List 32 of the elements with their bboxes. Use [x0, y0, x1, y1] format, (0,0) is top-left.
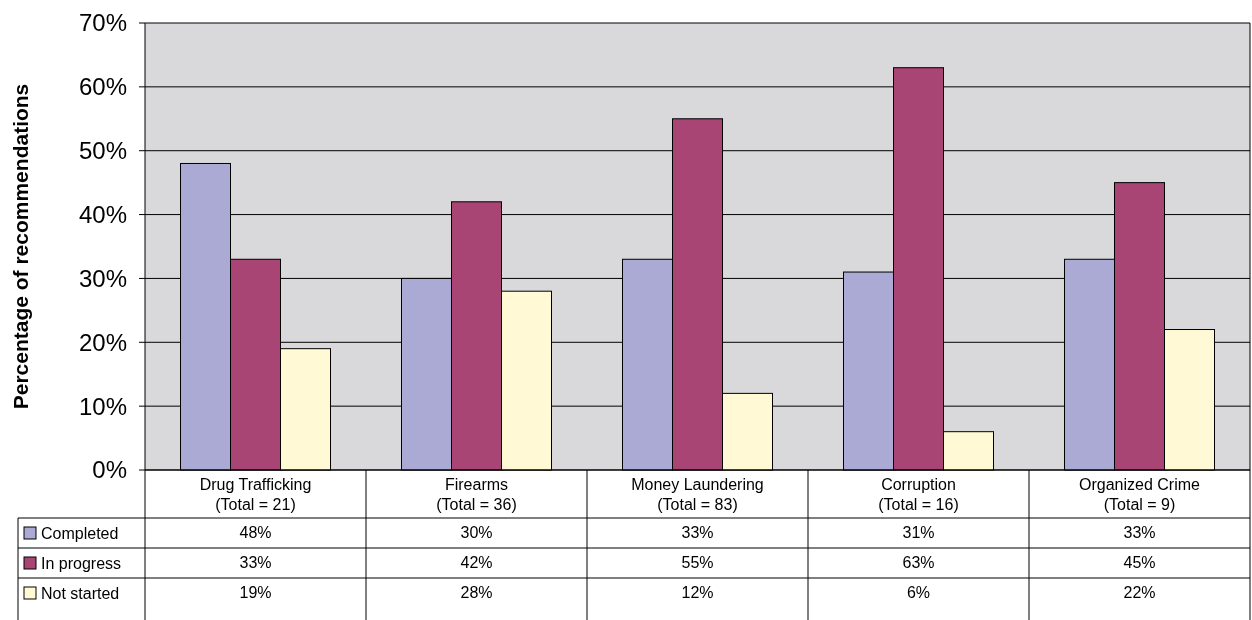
y-tick-label: 60% [78, 73, 127, 101]
legend-label: Not started [41, 585, 120, 602]
data-label: 12% [681, 584, 714, 601]
data-label: 63% [902, 554, 935, 571]
data-label: 28% [460, 584, 493, 601]
x-tick-label: Organized Crime (Total = 9) [1079, 476, 1201, 513]
y-axis-title: Percentage of recommendations [9, 83, 32, 410]
x-tick-label: Drug Trafficking (Total = 21) [199, 476, 312, 513]
data-label: 42% [460, 554, 493, 571]
y-tick-label: 30% [78, 264, 127, 292]
data-label: 33% [681, 524, 714, 541]
y-tick-label: 20% [78, 328, 127, 356]
legend-label: In progress [41, 555, 122, 572]
data-label: 55% [681, 554, 714, 571]
x-tick-label: Firearms (Total = 36) [436, 476, 517, 513]
data-label: 22% [1123, 584, 1156, 601]
data-label: 6% [906, 584, 931, 601]
data-label: 48% [239, 524, 272, 541]
data-label: 31% [902, 524, 935, 541]
data-label: 45% [1123, 554, 1156, 571]
data-label: 19% [239, 584, 272, 601]
data-label: 33% [239, 554, 272, 571]
x-tick-label: Corruption (Total = 16) [878, 476, 959, 513]
legend-label: Completed [41, 525, 119, 542]
y-tick-label: 0% [92, 456, 127, 484]
y-tick-label: 50% [78, 137, 127, 165]
y-tick-label: 40% [78, 200, 127, 228]
x-tick-label: Money Laundering (Total = 83) [631, 476, 764, 513]
y-tick-label: 10% [78, 392, 127, 420]
data-label: 33% [1123, 524, 1156, 541]
y-tick-label: 70% [78, 9, 127, 37]
data-label: 30% [460, 524, 493, 541]
